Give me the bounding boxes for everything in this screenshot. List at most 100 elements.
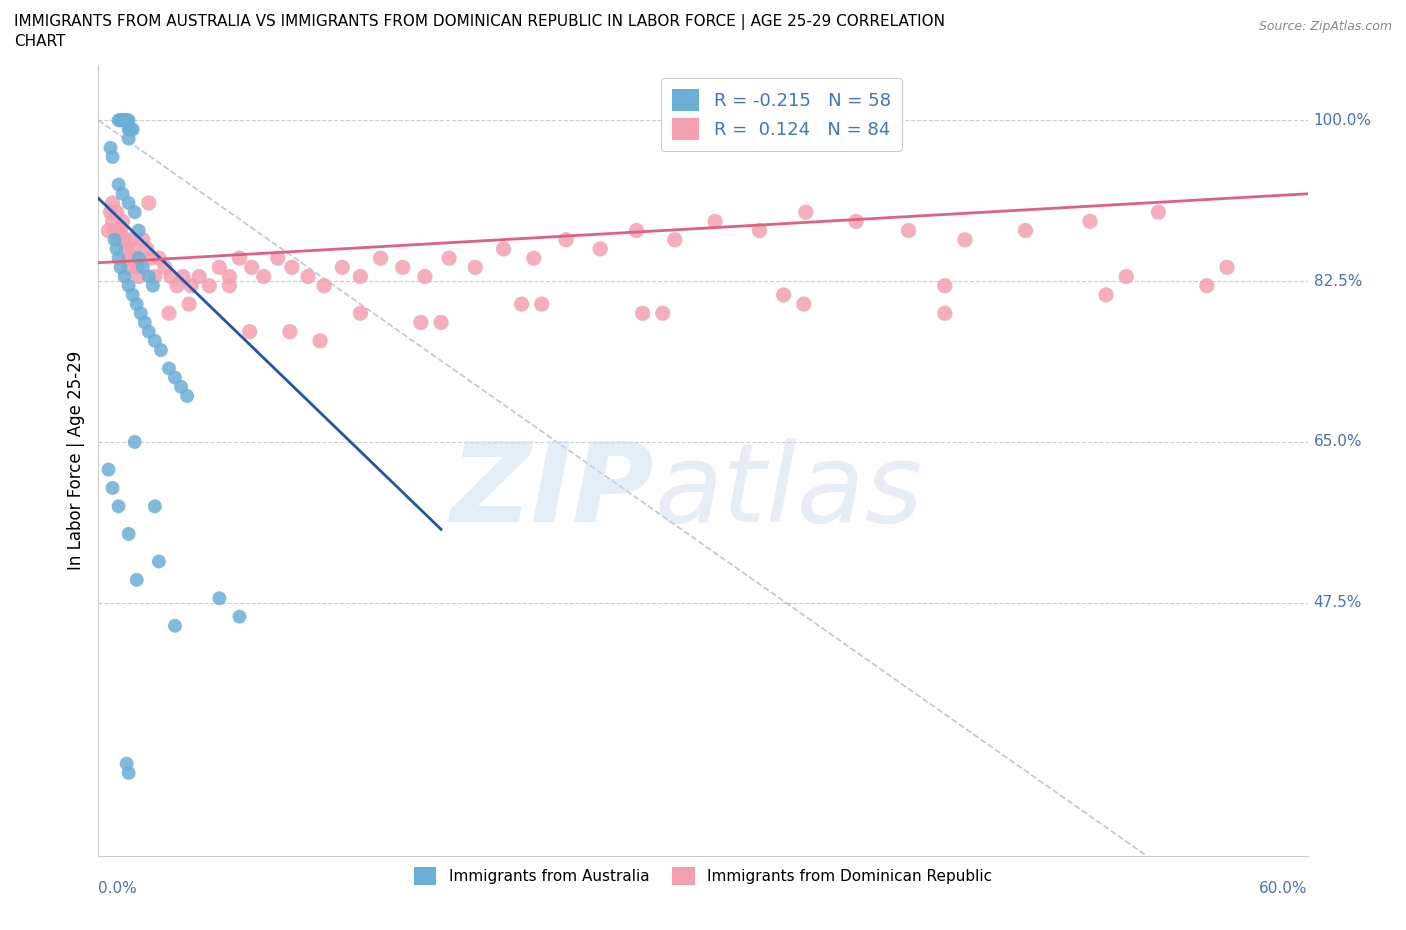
- Point: [413, 269, 436, 284]
- Point: [114, 113, 136, 127]
- Point: [228, 609, 250, 624]
- Point: [188, 269, 211, 284]
- Point: [267, 251, 290, 266]
- Point: [111, 113, 134, 127]
- Point: [139, 251, 162, 266]
- Point: [135, 242, 157, 257]
- Point: [934, 306, 956, 321]
- Point: [704, 214, 727, 229]
- Point: [129, 306, 152, 321]
- Point: [118, 131, 141, 146]
- Point: [118, 259, 141, 274]
- Point: [118, 195, 141, 210]
- Point: [107, 498, 129, 513]
- Point: [120, 122, 142, 137]
- Text: IMMIGRANTS FROM AUSTRALIA VS IMMIGRANTS FROM DOMINICAN REPUBLIC IN LABOR FORCE |: IMMIGRANTS FROM AUSTRALIA VS IMMIGRANTS …: [14, 14, 945, 30]
- Y-axis label: In Labor Force | Age 25-29: In Labor Force | Age 25-29: [66, 351, 84, 570]
- Point: [149, 342, 172, 357]
- Point: [121, 242, 143, 257]
- Point: [228, 251, 250, 266]
- Text: 82.5%: 82.5%: [1313, 273, 1362, 288]
- Text: 0.0%: 0.0%: [98, 881, 138, 896]
- Text: Source: ZipAtlas.com: Source: ZipAtlas.com: [1258, 20, 1392, 33]
- Point: [160, 269, 183, 284]
- Point: [132, 232, 155, 247]
- Point: [101, 150, 124, 165]
- Point: [124, 205, 146, 219]
- Point: [748, 223, 770, 238]
- Point: [330, 259, 353, 274]
- Point: [128, 269, 150, 284]
- Text: ZIP: ZIP: [451, 438, 655, 546]
- Point: [143, 498, 166, 513]
- Point: [253, 269, 276, 284]
- Point: [121, 287, 143, 302]
- Point: [510, 297, 533, 312]
- Point: [934, 278, 956, 293]
- Point: [1014, 223, 1036, 238]
- Point: [115, 113, 138, 127]
- Point: [111, 186, 134, 201]
- Point: [772, 287, 794, 302]
- Point: [114, 113, 136, 127]
- Point: [111, 113, 134, 127]
- Point: [110, 113, 132, 127]
- Point: [281, 259, 304, 274]
- Point: [100, 140, 122, 155]
- Point: [134, 315, 156, 330]
- Point: [107, 232, 129, 247]
- Point: [120, 122, 142, 137]
- Point: [132, 259, 155, 274]
- Point: [437, 251, 460, 266]
- Point: [148, 251, 170, 266]
- Point: [114, 232, 136, 247]
- Point: [121, 122, 143, 137]
- Point: [1078, 214, 1101, 229]
- Point: [101, 195, 124, 210]
- Text: 65.0%: 65.0%: [1313, 434, 1362, 449]
- Point: [118, 278, 141, 293]
- Point: [176, 389, 198, 404]
- Point: [218, 269, 240, 284]
- Point: [198, 278, 221, 293]
- Point: [105, 205, 128, 219]
- Point: [118, 765, 141, 780]
- Text: CHART: CHART: [14, 34, 66, 49]
- Point: [118, 122, 141, 137]
- Point: [143, 334, 166, 349]
- Point: [114, 269, 136, 284]
- Point: [492, 242, 515, 257]
- Point: [118, 251, 141, 266]
- Point: [391, 259, 413, 274]
- Point: [115, 113, 138, 127]
- Point: [153, 259, 176, 274]
- Point: [1195, 278, 1218, 293]
- Point: [110, 113, 132, 127]
- Point: [309, 334, 332, 349]
- Point: [97, 223, 120, 238]
- Point: [138, 195, 160, 210]
- Point: [1216, 259, 1239, 274]
- Text: 47.5%: 47.5%: [1313, 595, 1362, 610]
- Point: [128, 223, 150, 238]
- Point: [143, 269, 166, 284]
- Point: [125, 259, 148, 274]
- Point: [128, 251, 150, 266]
- Point: [297, 269, 319, 284]
- Point: [110, 259, 132, 274]
- Point: [370, 251, 392, 266]
- Point: [124, 434, 146, 449]
- Point: [118, 113, 141, 127]
- Point: [110, 223, 132, 238]
- Point: [278, 325, 301, 339]
- Point: [523, 251, 546, 266]
- Point: [464, 259, 486, 274]
- Point: [111, 214, 134, 229]
- Point: [897, 223, 920, 238]
- Point: [180, 278, 202, 293]
- Point: [179, 297, 201, 312]
- Point: [314, 278, 336, 293]
- Point: [115, 242, 138, 257]
- Point: [107, 223, 129, 238]
- Point: [240, 259, 263, 274]
